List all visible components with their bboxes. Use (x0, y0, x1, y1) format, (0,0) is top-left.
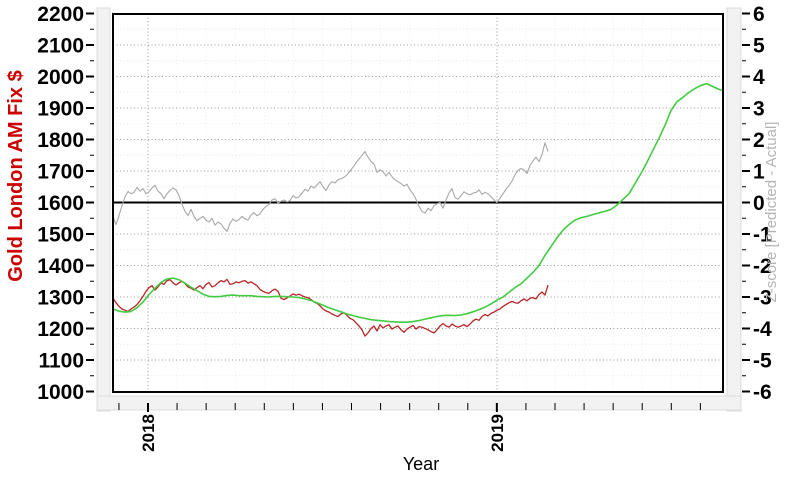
left-axis-strip (96, 7, 111, 412)
x-tick-label: 2019 (488, 414, 507, 452)
y-left-tick-label: 1600 (37, 192, 84, 215)
y-left-tick-label: 1000 (37, 381, 84, 404)
plot-layers: 1000 1100 1200 1300 1400 1500 1600 1700 1800 1900… (37, 3, 772, 452)
y-left-tick-label: 2200 (37, 3, 84, 26)
bottom-axis-strip (96, 395, 742, 411)
y-right-tick-label: 1 (753, 161, 765, 184)
y-right-tick-label: 3 (753, 98, 765, 121)
y-right-tick-label: -2 (753, 255, 772, 278)
y-left-tick-label: 1100 (38, 350, 84, 373)
left-axis-title: Gold London AM Fix $ (5, 70, 27, 281)
y-right-tick-label: -4 (753, 318, 772, 341)
x-tick-label: 2018 (139, 414, 158, 452)
y-left-tick-label: 1300 (37, 287, 84, 310)
y-left-tick-label: 1400 (37, 255, 84, 278)
y-right-tick-label: -5 (753, 350, 772, 373)
y-right-tick-label: -3 (753, 287, 772, 310)
y-right-tick-label: -6 (753, 381, 772, 404)
y-left-tick-label: 1800 (37, 129, 84, 152)
predicted-gold-price-line (113, 82, 723, 324)
y-left-tick-label: 1200 (37, 318, 84, 341)
y-left-tick-label: 1900 (37, 98, 84, 121)
plot-frame (112, 13, 724, 393)
y-left-tick-label: 2000 (37, 66, 84, 89)
y-right-tick-label: 0 (753, 192, 765, 215)
right-axis-title: Z-score [Predicted - Actual] (763, 122, 780, 303)
y-left-tick-label: 2100 (37, 35, 84, 58)
y-left-tick-label: 1700 (37, 161, 84, 184)
y-right-tick-label: 2 (753, 129, 765, 152)
y-right-tick-label: 5 (753, 35, 765, 58)
y-right-tick-label: -1 (753, 224, 772, 247)
y-right-tick-label: 4 (753, 66, 765, 89)
x-axis-title: Year (403, 454, 439, 474)
y-left-tick-label: 1500 (37, 224, 84, 247)
y-right-tick-label: 6 (753, 3, 765, 26)
zscore-predicted-minus-actual-line (113, 142, 549, 233)
right-axis-strip (726, 7, 742, 412)
